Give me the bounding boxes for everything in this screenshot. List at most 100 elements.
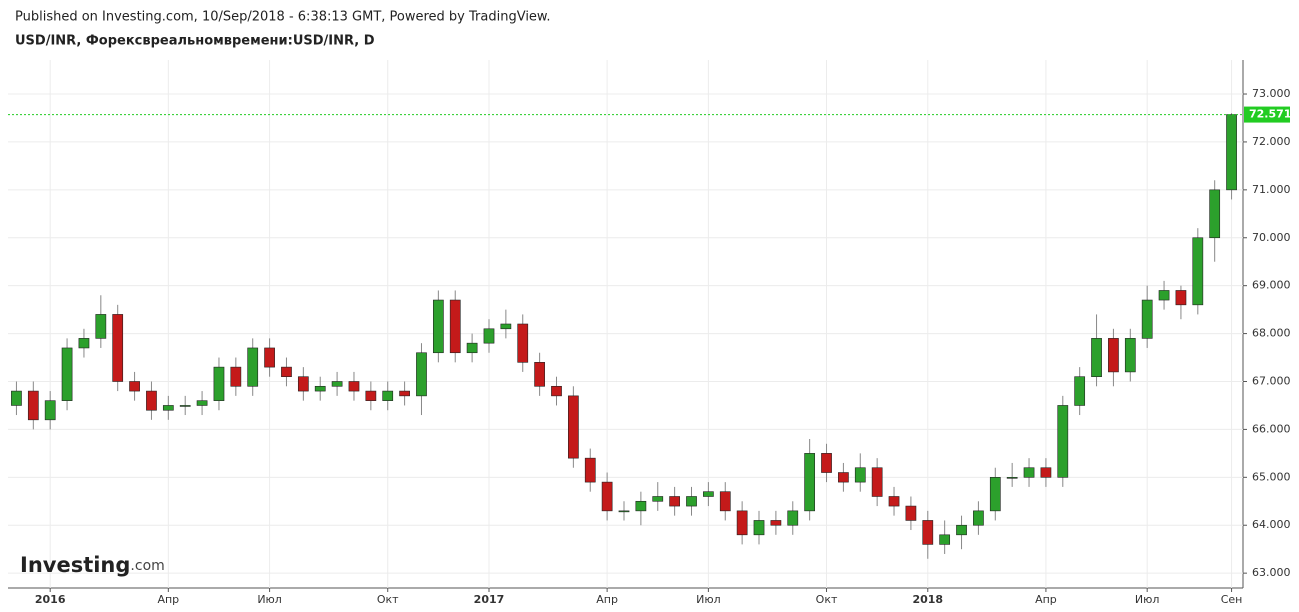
candle-body [11,390,22,406]
candle-body [432,299,444,354]
candle-body [787,510,799,526]
candle-body [753,520,765,536]
last-price-box [1244,106,1290,123]
candle-body [821,453,832,473]
candle-body [838,472,849,483]
candle-body [568,395,579,459]
candle-body [247,347,259,387]
candle-body [449,299,461,354]
candle-body [719,491,731,512]
y-tick-label: 67.000 [1252,374,1291,387]
candle-body [27,390,39,421]
y-tick-label: 71.000 [1252,183,1291,196]
y-tick-label: 64.000 [1252,518,1291,531]
candle-body [61,347,73,401]
candle-body [534,362,545,387]
x-tick-label: 2017 [474,593,505,606]
candle-body [1141,299,1153,339]
candle-body [1006,477,1018,479]
watermark-main: Investing [20,553,130,577]
candle-body [551,385,562,397]
y-tick-label: 66.000 [1252,422,1291,435]
x-tick-label: Сен [1221,593,1243,606]
x-tick-label: Апр [596,593,618,606]
x-tick-label: Июл [257,593,282,606]
candle-body [348,381,360,392]
candle-body [1091,338,1102,378]
candle-body [905,505,917,521]
candle-body [95,314,107,339]
y-tick-label: 68.000 [1252,327,1291,340]
candle-body [331,381,343,387]
y-tick-label: 73.000 [1252,87,1291,100]
candle-body [703,491,714,497]
candle-body [601,481,613,512]
candles [11,113,1237,559]
candle-body [146,390,157,411]
candle-body [44,400,56,421]
candle-body [770,520,782,526]
candle-body [736,510,748,536]
candle-body [1192,237,1204,306]
candle-body [989,477,1001,512]
x-tick-label: Июл [696,593,721,606]
candle-body [618,510,630,513]
candle-body [804,453,816,512]
candle-body [112,314,124,382]
x-tick-label: Окт [377,593,399,606]
candle-body [1108,338,1119,373]
x-tick-label: Июл [1135,593,1160,606]
x-tick-label: Апр [1035,593,1057,606]
y-tick-label: 70.000 [1252,231,1291,244]
candle-body [179,405,191,407]
candle-body [1158,290,1170,301]
candle-body [78,338,90,349]
candle-body [213,366,225,401]
watermark: Investing.com [20,553,165,577]
candle-body [871,467,883,497]
candle-body [635,500,647,512]
candle-body [1040,467,1052,478]
candle-body [500,323,512,330]
candle-body [416,352,427,397]
candle-body [939,534,951,545]
candle-body [517,323,529,363]
y-tick-label: 65.000 [1252,470,1291,483]
candle-body [584,457,596,483]
candle-body [314,385,326,392]
candle-body [1124,338,1136,373]
candle-body [686,496,697,507]
candle-body [466,342,478,354]
chart-title: USD/INR, Форексвреальномвремени:USD/INR,… [15,34,375,49]
last-price-label: 72.571 [1249,108,1291,121]
y-tick-label: 63.000 [1252,566,1291,579]
x-tick-label: Апр [157,593,179,606]
candle-body [652,496,664,502]
y-tick-label: 69.000 [1252,279,1291,292]
candle-body [854,467,866,483]
candle-body [1074,376,1086,406]
candle-body [281,366,292,378]
x-tick-label: Окт [816,593,838,606]
candle-body [888,496,900,507]
candle-body [1209,189,1221,239]
y-tick-label: 72.000 [1252,135,1291,148]
candle-body [922,520,934,545]
candle-body [399,390,410,397]
candle-body [230,366,242,387]
candle-body [1057,405,1069,478]
candle-body [297,376,309,392]
candle-body [973,510,984,526]
candle-body [1023,467,1035,478]
candle-body [196,400,208,406]
candle-body [1175,290,1187,306]
candle-body [483,328,495,344]
candle-body [365,390,377,401]
candle-body [956,524,967,536]
source-line: Published on Investing.com, 10/Sep/2018 … [15,10,551,25]
candle-body [129,381,140,392]
candle-body [382,390,394,401]
candle-body [1226,114,1237,191]
watermark-suffix: .com [130,558,164,574]
